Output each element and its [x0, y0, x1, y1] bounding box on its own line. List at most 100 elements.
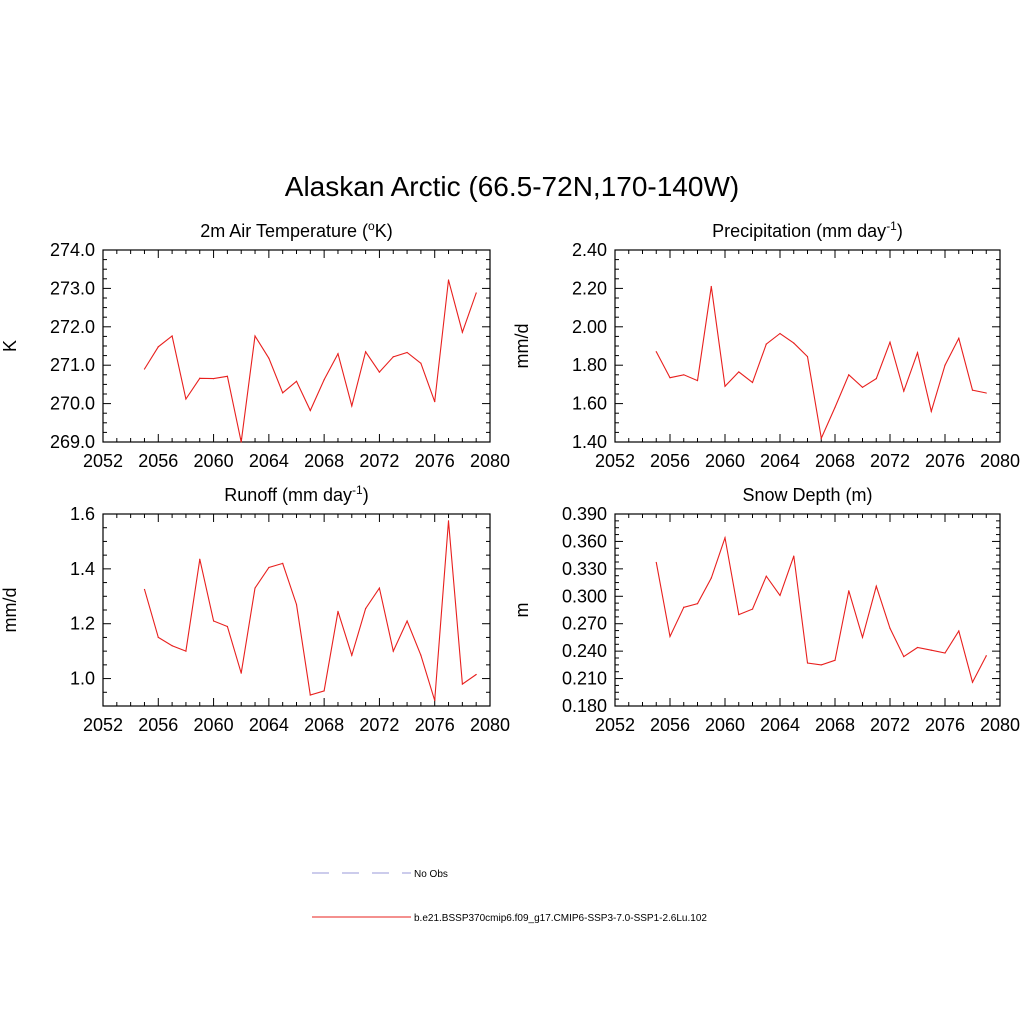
panel-3: 2052 2056 2060 2064 2068 2072 2076 2080 1.0 1.2 1.…	[0, 483, 510, 735]
data-point	[157, 346, 159, 348]
x-tick-label: 2052	[595, 715, 635, 735]
data-point	[240, 441, 242, 443]
x-tick-label: 2052	[83, 451, 123, 471]
data-point	[475, 292, 477, 294]
x-tick-label: 2056	[650, 451, 690, 471]
data-point	[240, 672, 242, 674]
data-point	[669, 377, 671, 379]
series-line	[143, 520, 477, 701]
data-point	[447, 279, 450, 281]
y-tick-label: 1.60	[572, 394, 607, 414]
data-point	[323, 690, 325, 692]
data-point	[958, 337, 960, 339]
data-point	[392, 356, 394, 358]
y-tick-label: 271.0	[50, 355, 95, 375]
data-point	[378, 587, 381, 589]
x-tick-label: 2068	[304, 715, 344, 735]
y-tick-label: 0.270	[562, 614, 607, 634]
data-point	[710, 285, 712, 288]
data-point	[683, 374, 685, 376]
y-tick-label: 0.210	[562, 669, 607, 689]
data-point	[226, 375, 228, 377]
data-point	[820, 664, 822, 666]
data-point	[157, 636, 159, 639]
series-line	[144, 279, 477, 443]
data-point	[171, 335, 173, 337]
legend-entry: No Obs	[312, 869, 448, 880]
data-point	[779, 332, 781, 335]
data-point	[848, 590, 850, 592]
y-tick-label: 1.6	[70, 504, 95, 524]
x-tick-label: 2052	[83, 715, 123, 735]
x-tick-label: 2064	[760, 715, 800, 735]
data-point	[724, 537, 726, 539]
panel-title-rest: )	[897, 221, 903, 241]
data-point	[434, 401, 436, 403]
y-tick-label: 273.0	[50, 278, 95, 298]
data-point	[199, 377, 201, 379]
panel-title-main: Runoff (mm day	[224, 485, 352, 505]
data-point	[337, 353, 339, 355]
data-point	[309, 409, 311, 412]
panel-title-main: Precipitation (mm day	[712, 221, 886, 241]
y-axis-label: mm/d	[512, 324, 532, 369]
data-point	[985, 392, 987, 394]
panel-title-rest: )	[363, 485, 369, 505]
data-point	[861, 636, 864, 639]
data-point	[710, 577, 712, 579]
x-tick-label: 2072	[359, 715, 399, 735]
x-tick-label: 2080	[470, 715, 510, 735]
x-tick-label: 2056	[138, 715, 178, 735]
data-point	[655, 561, 657, 564]
data-point	[351, 654, 353, 656]
x-tick-label: 2072	[359, 451, 399, 471]
x-tick-label: 2060	[705, 715, 745, 735]
y-tick-label: 1.0	[70, 669, 95, 689]
y-tick-label: 2.00	[572, 317, 607, 337]
x-tick-label: 2056	[138, 451, 178, 471]
data-point	[971, 681, 974, 683]
y-tick-label: 0.300	[562, 586, 607, 606]
y-tick-label: 274.0	[50, 240, 95, 260]
data-point	[295, 603, 298, 606]
legend-label: b.e21.BSSP370cmip6.f09_g17.CMIP6-SSP3-7.…	[414, 913, 707, 924]
data-point	[337, 610, 339, 612]
data-point	[212, 378, 215, 380]
x-tick-label: 2060	[194, 451, 234, 471]
y-tick-label: 0.180	[562, 696, 607, 716]
data-point	[295, 380, 298, 382]
data-point	[971, 389, 974, 391]
data-point	[696, 379, 699, 382]
x-tick-label: 2064	[760, 451, 800, 471]
x-tick-label: 2080	[470, 451, 510, 471]
y-tick-label: 1.40	[572, 432, 607, 452]
panel-title-superscript: -1	[352, 483, 363, 497]
x-tick-label: 2080	[980, 451, 1020, 471]
data-point	[889, 627, 891, 629]
y-tick-label: 0.360	[562, 531, 607, 551]
x-tick-label: 2076	[925, 451, 965, 471]
data-point	[683, 606, 685, 608]
data-point	[669, 635, 671, 638]
data-point	[793, 555, 795, 557]
data-point	[461, 683, 463, 685]
y-tick-label: 1.80	[572, 355, 607, 375]
plot-frame	[614, 513, 1001, 707]
data-point	[793, 342, 795, 344]
plot-frame	[614, 249, 1001, 443]
data-point	[406, 620, 408, 622]
x-tick-label: 2080	[980, 715, 1020, 735]
panels: 2052 2056 2060 2064 2068 2072 2076 2080 269.0 270…	[0, 219, 1020, 735]
panel-title-rest: K)	[375, 221, 393, 241]
x-tick-label: 2068	[304, 451, 344, 471]
data-point	[765, 343, 767, 345]
data-point	[930, 410, 932, 412]
data-point	[848, 374, 850, 376]
plot-frame	[102, 513, 491, 707]
data-point	[738, 613, 740, 616]
x-tick-label: 2076	[415, 451, 455, 471]
legend-entry: b.e21.BSSP370cmip6.f09_g17.CMIP6-SSP3-7.…	[312, 913, 707, 924]
data-point	[461, 331, 463, 333]
data-point	[420, 654, 422, 656]
